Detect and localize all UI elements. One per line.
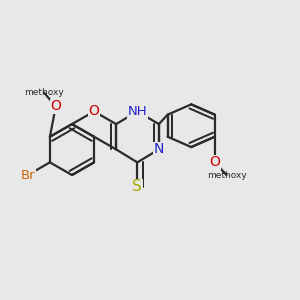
Text: S: S [133, 179, 142, 194]
Text: methoxy: methoxy [207, 170, 246, 179]
Text: O: O [50, 99, 61, 113]
Text: N: N [154, 142, 164, 156]
Text: O: O [88, 104, 100, 118]
Text: NH: NH [128, 105, 147, 118]
Text: Br: Br [20, 169, 35, 182]
Text: methoxy: methoxy [24, 88, 64, 97]
Text: O: O [209, 155, 220, 170]
